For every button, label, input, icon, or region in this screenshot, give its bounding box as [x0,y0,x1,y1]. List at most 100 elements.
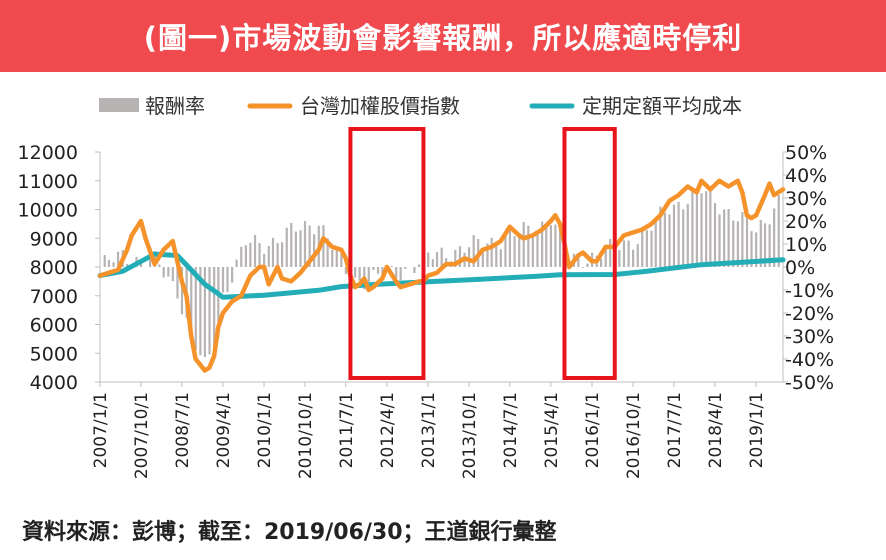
return-bar [458,246,462,267]
return-bar [545,225,548,267]
y-left-tick-label: 6000 [30,315,78,337]
return-bar [718,214,721,267]
return-bar [467,247,471,267]
return-bar [705,191,708,267]
x-tick-label: 2007/10/1 [132,392,152,479]
return-bar [773,208,776,267]
return-bar [340,253,343,267]
return-bar [217,267,220,338]
return-bar [654,217,657,267]
x-tick-label: 2018/4/1 [706,392,726,468]
return-bar [180,267,184,315]
return-bar [518,233,521,267]
return-bar [486,243,489,267]
return-bar [167,267,170,277]
return-bar [709,188,712,267]
x-tick-label: 2011/7/1 [337,392,357,468]
x-tick-label: 2016/10/1 [624,392,644,479]
dca-cost-line [97,251,786,300]
return-bar [677,201,680,267]
return-bar [686,203,689,267]
y-right-tick-label: 0% [785,257,815,279]
return-bar [627,240,630,267]
return-bar [481,248,484,267]
return-bar [213,267,216,354]
return-bar [435,251,439,267]
return-bar [777,195,780,267]
y-right-tick-label: 10% [785,234,827,256]
y-right-tick-label: -10% [785,280,834,302]
return-bar [554,224,557,267]
y-right-tick-label: -20% [785,303,834,325]
return-bar [372,267,375,271]
return-bar [577,256,580,267]
return-bar [249,242,252,267]
return-bar [700,193,703,267]
return-bar [632,249,635,267]
return-bar [741,211,744,267]
return-bar [495,246,498,267]
return-bar [599,258,603,267]
return-bar [226,267,229,293]
y-right-tick-label: 40% [785,165,827,187]
return-bar [267,246,270,267]
x-tick-label: 2016/1/1 [583,392,603,468]
return-bar [162,267,165,278]
source-note: 資料來源：彭博；截至：2019/06/30；王道銀行彙整 [22,520,557,545]
return-bar [723,209,726,267]
return-bar [558,229,562,267]
x-tick-label: 2010/1/1 [255,392,275,468]
return-bar [541,221,544,267]
return-bar [732,220,735,267]
return-bar [663,212,666,267]
return-bar [240,246,243,267]
return-bar [404,267,407,269]
return-bar [427,252,430,267]
x-tick-label: 2013/1/1 [419,392,439,468]
highlight-box [562,127,617,380]
chart-title: (圖一)市場波動會影響報酬，所以應適時停利 [143,21,743,55]
return-bar [258,242,261,267]
y-left-tick-label: 12000 [18,142,78,164]
return-bar [691,188,694,267]
return-bar [285,227,288,267]
return-bar [208,267,211,355]
return-bar [231,267,234,283]
return-bar [622,240,626,267]
return-bar [618,250,621,267]
return-bar [376,267,380,274]
return-bar [513,236,516,267]
return-bar [358,267,361,281]
return-bar [431,259,434,267]
return-bar [294,231,297,267]
y-right-tick-label: 30% [785,188,827,210]
y-left-tick-label: 9000 [30,228,78,250]
title-banner: (圖一)市場波動會影響報酬，所以應適時停利 [0,0,886,72]
x-tick-label: 2019/1/1 [747,392,767,468]
return-bar [527,225,530,267]
y-left-tick-label: 10000 [18,200,78,222]
return-bar [504,236,507,267]
x-tick-label: 2015/4/1 [542,392,562,468]
legend-label-dca: 定期定額平均成本 [582,94,742,118]
return-bar [759,220,762,267]
return-bar [659,206,662,267]
return-bar [221,267,225,293]
return-bar [171,267,174,282]
taiex-line [97,178,786,373]
return-bar [490,237,493,267]
return-bar [276,242,279,267]
x-tick-label: 2013/10/1 [460,392,480,479]
return-bar [549,225,553,267]
return-bar [367,267,370,282]
return-bar [472,235,475,267]
return-bar [531,236,534,267]
return-bar [354,267,357,278]
return-bar [290,222,293,267]
return-bar [581,267,585,268]
return-bar [335,247,338,267]
y-right-tick-label: -30% [785,326,834,348]
return-bar [322,225,325,267]
return-bar [668,214,671,267]
return-bar [755,232,758,267]
